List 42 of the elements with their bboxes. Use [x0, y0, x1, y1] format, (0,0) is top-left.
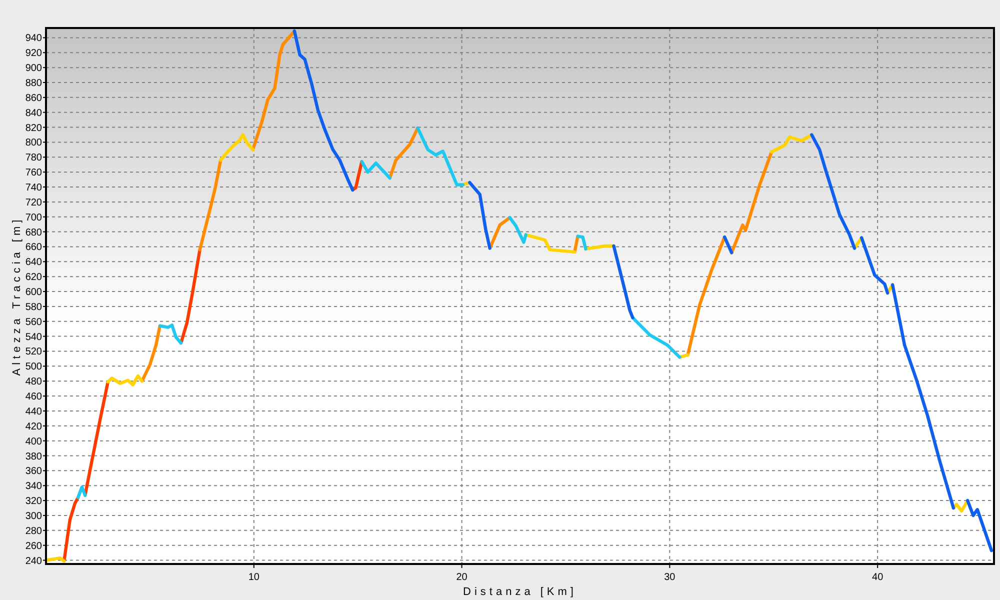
y-tick-label: 440 [25, 406, 42, 418]
x-tick-label: 40 [872, 572, 884, 583]
y-tick-label: 500 [25, 362, 42, 373]
y-tick-label: 360 [25, 466, 42, 478]
y-tick-label: 380 [25, 451, 42, 462]
y-tick-label: 780 [25, 152, 42, 164]
y-tick-label: 240 [25, 556, 42, 567]
y-tick-label: 720 [25, 197, 42, 208]
y-tick-label: 340 [25, 481, 42, 492]
y-tick-label: 300 [25, 510, 42, 522]
y-tick-label: 760 [25, 168, 42, 179]
y-tick-label: 680 [25, 227, 42, 238]
x-axis-title: Distanza [Km] [463, 586, 577, 598]
y-tick-label: 640 [25, 257, 42, 268]
x-tick-label: 10 [248, 572, 260, 583]
x-tick-label: 30 [664, 572, 676, 583]
x-tick-label: 20 [456, 572, 468, 583]
y-tick-label: 940 [25, 33, 42, 44]
y-tick-label: 840 [25, 108, 42, 119]
y-tick-label: 800 [25, 138, 42, 149]
y-tick-label: 920 [25, 48, 42, 60]
y-tick-label: 600 [25, 287, 42, 298]
y-tick-label: 860 [25, 92, 42, 104]
y-tick-label: 580 [25, 302, 42, 313]
y-tick-label: 260 [25, 540, 42, 552]
y-tick-label: 280 [25, 526, 42, 537]
y-tick-label: 700 [25, 212, 42, 224]
y-tick-label: 620 [25, 272, 42, 284]
y-tick-label: 460 [25, 392, 42, 403]
y-tick-label: 740 [25, 182, 42, 194]
y-tick-label: 880 [25, 78, 42, 89]
y-tick-label: 520 [25, 346, 42, 358]
y-tick-label: 560 [25, 316, 42, 328]
y-tick-label: 660 [25, 242, 42, 254]
y-tick-label: 900 [25, 63, 42, 74]
y-tick-label: 540 [25, 332, 42, 343]
y-axis-title: Altezza Traccia [m] [11, 216, 23, 376]
y-tick-label: 820 [25, 122, 42, 134]
y-tick-label: 480 [25, 376, 42, 388]
y-tick-label: 320 [25, 496, 42, 508]
y-tick-label: 420 [25, 421, 42, 432]
y-tick-label: 400 [25, 436, 42, 448]
